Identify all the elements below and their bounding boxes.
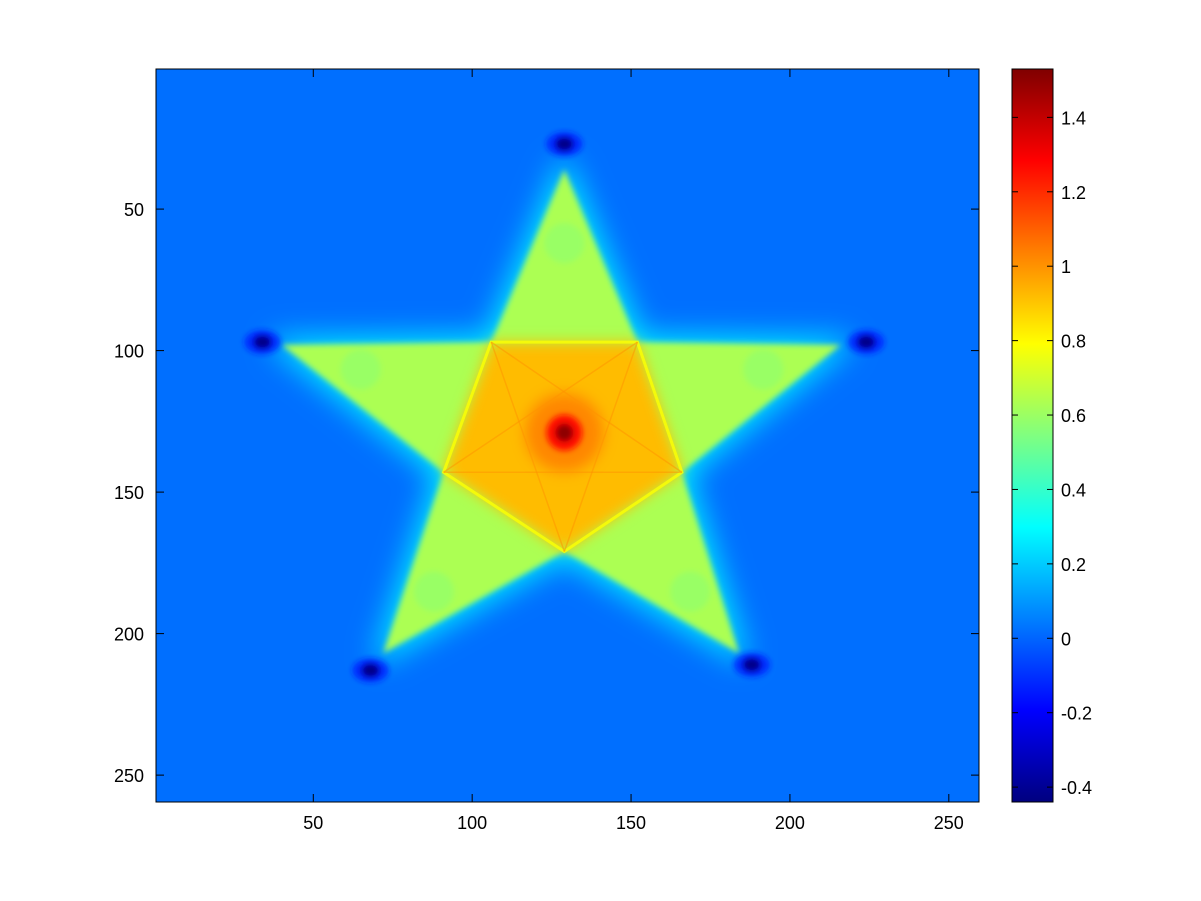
colorbar-tick-label: 0.8 <box>1061 332 1086 352</box>
star-diagonal <box>563 341 639 552</box>
minimum-core <box>857 335 876 350</box>
x-tick-label: 150 <box>616 813 646 833</box>
colorbar-scale <box>1012 69 1053 802</box>
x-tick-label: 50 <box>303 813 323 833</box>
colorbar-tick-label: 0.4 <box>1061 480 1086 500</box>
center-peak-inner <box>555 423 574 442</box>
y-tick-label: 100 <box>114 342 144 362</box>
x-tick-label: 100 <box>457 813 487 833</box>
minimum-core <box>361 663 380 678</box>
x-tick-label: 250 <box>934 813 964 833</box>
colorbar-tick-label: 0.6 <box>1061 406 1086 426</box>
y-axis: 50 100 150 200 250 <box>114 200 979 786</box>
pentagon-ridge <box>441 340 684 554</box>
star-arm-2 <box>743 349 784 390</box>
colorbar-frame <box>1011 68 1054 803</box>
star-diagonal <box>443 341 638 473</box>
minimum-core <box>742 657 761 672</box>
heatmap-axes: 50 100 150 200 250 50 100 150 200 250 <box>114 68 980 833</box>
colorbar-tick-label: 1.4 <box>1061 108 1086 128</box>
colorbar-axis: -0.4 -0.2 0 0.2 0.4 0.6 0.8 1 1.2 1.4 <box>1012 108 1092 798</box>
heatmap-frame <box>155 68 980 803</box>
star-arm-4 <box>413 571 454 612</box>
colorbar: -0.4 -0.2 0 0.2 0.4 0.6 0.8 1 1.2 1.4 <box>1011 68 1092 803</box>
star-ridges <box>441 340 684 554</box>
minimum-4 <box>352 658 389 683</box>
minimum-5 <box>733 652 770 677</box>
colorbar-tick-label: -0.4 <box>1061 778 1092 798</box>
minimum-3 <box>848 330 885 355</box>
star-arm-3 <box>670 571 711 612</box>
star-arm-1 <box>544 223 585 264</box>
minimum-core <box>253 335 272 350</box>
minimum-1 <box>546 131 583 156</box>
x-tick-label: 200 <box>775 813 805 833</box>
colorbar-tick-label: 0 <box>1061 629 1071 649</box>
heatmap-image <box>156 69 979 802</box>
y-tick-label: 50 <box>124 200 144 220</box>
star-diagonal <box>490 341 566 552</box>
star-minima <box>244 131 885 683</box>
center-peak <box>546 414 583 451</box>
x-axis: 50 100 150 200 250 <box>303 69 964 833</box>
y-tick-label: 250 <box>114 766 144 786</box>
colorbar-tick-label: 1 <box>1061 257 1071 277</box>
y-tick-label: 200 <box>114 625 144 645</box>
minimum-core <box>555 136 574 151</box>
minimum-2 <box>244 330 281 355</box>
colorbar-tick-label: 1.2 <box>1061 183 1086 203</box>
y-tick-label: 150 <box>114 483 144 503</box>
colorbar-tick-label: -0.2 <box>1061 704 1092 724</box>
colorbar-tick-label: 0.2 <box>1061 555 1086 575</box>
star-arm-5 <box>340 349 381 390</box>
star-shape <box>281 169 841 654</box>
star-diagonal <box>490 341 683 473</box>
